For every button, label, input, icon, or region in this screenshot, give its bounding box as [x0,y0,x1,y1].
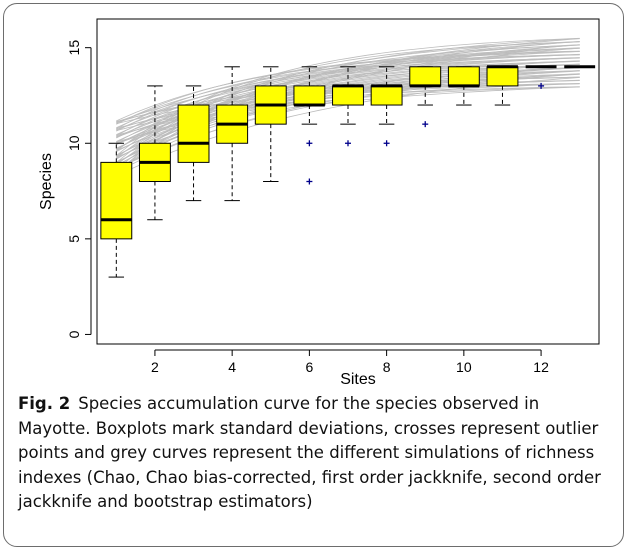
y-tick-label: 0 [66,330,82,338]
boxplot-site-4 [216,66,249,202]
y-tick-label: 15 [66,40,82,56]
box [100,161,133,240]
species-accumulation-chart: 2 4 6 8 10 12 0 5 10 15 Sites Species [38,18,600,388]
box [332,85,364,106]
outlier-cross [345,140,351,147]
x-tick-label: 8 [383,359,391,375]
figure-caption: Fig. 2 Species accumulation curve for the… [18,392,614,515]
boxplot-site-11 [486,65,519,106]
box [447,66,480,87]
x-tick-label: 10 [456,359,472,375]
axes: 2 4 6 8 10 12 0 5 10 15 [66,40,549,375]
outlier-cross [383,140,390,147]
boxplots [100,65,596,278]
box [370,85,403,106]
boxplot-site-9 [409,66,442,128]
x-tick-label: 12 [533,359,549,375]
boxplot-site-1 [100,142,133,278]
boxplot-site-8 [370,66,403,147]
caption-text: Species accumulation curve for the speci… [18,394,601,511]
x-tick-label: 2 [151,359,159,375]
y-tick-label: 10 [66,135,82,151]
box [293,85,326,106]
x-axis-title: Sites [340,371,376,388]
x-tick-label: 6 [305,359,313,375]
box [409,66,442,87]
y-tick-label: 5 [66,235,82,243]
box [486,66,519,87]
box [177,104,210,163]
outlier-cross [422,121,429,128]
boxplot-site-6 [293,66,326,185]
boxplot-site-2 [138,85,171,221]
x-tick-label: 4 [228,359,236,375]
boxplot-site-5 [254,66,287,182]
plot-border [96,18,600,345]
boxplot-site-12 [525,65,557,89]
outlier-cross [306,140,313,147]
figure-frame: 2 4 6 8 10 12 0 5 10 15 Sites Species Fig. 2 Speci… [3,3,624,547]
boxplot-site-10 [447,66,480,106]
outlier-cross [306,178,313,185]
outlier-cross [538,82,545,89]
y-axis-title: Species [38,153,55,210]
boxplot-site-7 [332,66,364,147]
figure-label: Fig. 2 [18,394,71,413]
boxplot-site-3 [177,85,210,202]
plot-area [96,18,600,345]
simulation-curve [116,50,580,125]
